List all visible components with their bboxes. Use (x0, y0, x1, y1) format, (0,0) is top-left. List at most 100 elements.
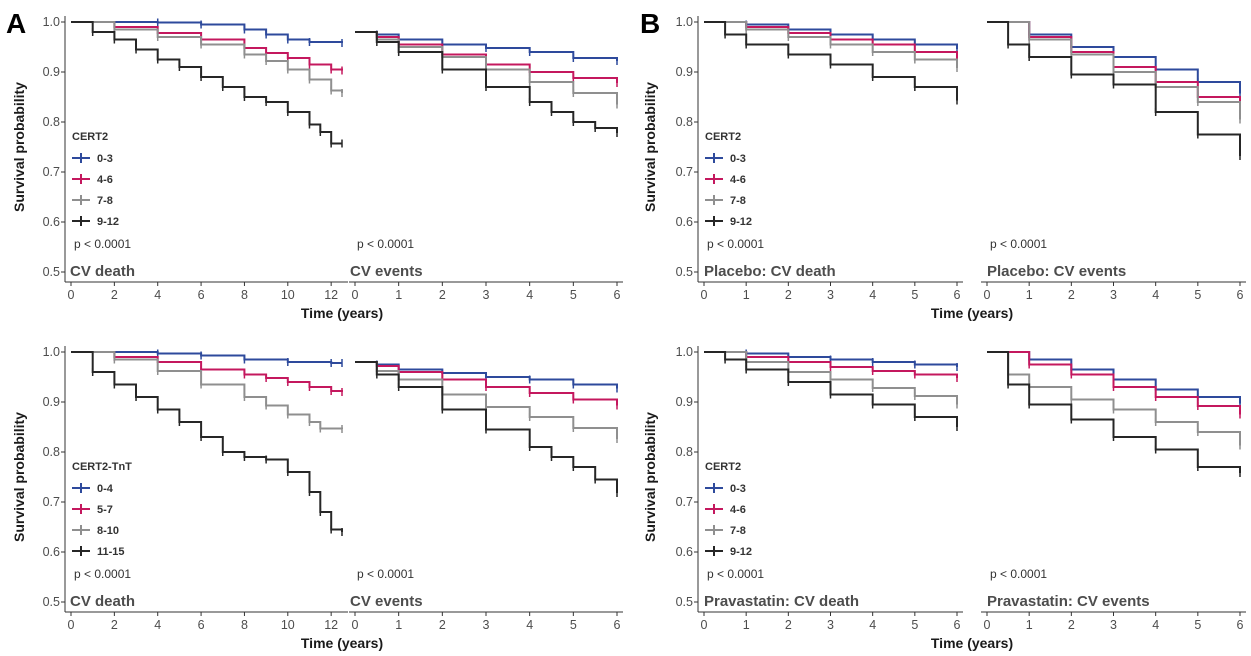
y-tick-label: 1.0 (43, 15, 60, 29)
x-tick-label: 1 (743, 618, 750, 632)
legend-label: 4-6 (730, 504, 746, 516)
y-tick-label: 1.0 (676, 15, 693, 29)
x-tick-label: 4 (1152, 618, 1159, 632)
legend-label: 0-4 (97, 483, 114, 495)
y-tick-label: 0.6 (43, 215, 60, 229)
x-tick-label: 0 (701, 618, 708, 632)
facet-title: CV death (70, 593, 135, 610)
survival-curve-4-6 (71, 21, 343, 71)
y-tick-label: 1.0 (43, 345, 60, 359)
facet-title: Pravastatin: CV death (704, 593, 859, 610)
x-tick-label: 1 (395, 288, 402, 302)
legend-title: CERT2 (705, 461, 741, 473)
x-tick-label: 3 (483, 288, 490, 302)
y-tick-label: 0.5 (676, 595, 693, 609)
facet-title: CV events (350, 593, 423, 610)
x-tick-label: 10 (281, 618, 295, 632)
x-tick-label: 8 (241, 288, 248, 302)
x-tick-label: 5 (1194, 288, 1201, 302)
x-axis-title: Time (years) (301, 305, 383, 321)
y-tick-label: 0.7 (676, 495, 693, 509)
facet-title: Placebo: CV death (704, 263, 836, 280)
p-value-label: p < 0.0001 (74, 567, 131, 581)
y-tick-label: 0.7 (43, 495, 60, 509)
y-tick-label: 0.5 (43, 265, 60, 279)
y-tick-label: 0.9 (43, 395, 60, 409)
y-tick-label: 0.6 (676, 215, 693, 229)
x-tick-label: 2 (1068, 288, 1075, 302)
x-tick-label: 2 (785, 618, 792, 632)
x-tick-label: 1 (1026, 618, 1033, 632)
x-tick-label: 3 (483, 618, 490, 632)
x-tick-label: 0 (352, 288, 359, 302)
y-tick-label: 0.6 (43, 545, 60, 559)
survival-curve-7-8 (71, 21, 343, 93)
p-value-label: p < 0.0001 (990, 237, 1047, 251)
facet-title: Placebo: CV events (987, 263, 1126, 280)
legend-label: 5-7 (97, 504, 113, 516)
x-tick-label: 6 (954, 288, 961, 302)
x-tick-label: 4 (526, 618, 533, 632)
legend-title: CERT2-TnT (72, 461, 132, 473)
x-tick-label: 0 (68, 288, 75, 302)
legend-label: 9-12 (97, 216, 119, 228)
x-tick-label: 2 (1068, 618, 1075, 632)
x-tick-label: 0 (984, 288, 991, 302)
x-tick-label: 6 (198, 618, 205, 632)
y-tick-label: 0.8 (676, 445, 693, 459)
legend-label: 4-6 (97, 174, 113, 186)
x-tick-label: 2 (785, 288, 792, 302)
survival-curve-9-12 (355, 31, 618, 133)
legend-label: 0-3 (730, 483, 746, 495)
panel-letter-a: A (6, 8, 26, 39)
y-axis-title: Survival probability (642, 82, 658, 212)
survival-curve-0-4 (71, 351, 342, 364)
x-tick-label: 4 (1152, 288, 1159, 302)
survival-curve-11-15 (355, 361, 618, 493)
x-tick-label: 2 (439, 288, 446, 302)
legend-label: 7-8 (97, 195, 113, 207)
y-axis-title: Survival probability (642, 412, 658, 542)
x-tick-label: 0 (701, 288, 708, 302)
plot-grid: 0.5 0.6 0.7 0.8 0.9 1.0 Survival probability Ti… (11, 15, 1246, 651)
legend-label: 7-8 (730, 525, 746, 537)
y-tick-label: 0.5 (43, 595, 60, 609)
plot-block-a2: 0.5 0.6 0.7 0.8 0.9 1.0 Survival probability Ti… (11, 345, 623, 651)
facet-title: Pravastatin: CV events (987, 593, 1150, 610)
survival-curve-9-12 (987, 21, 1241, 156)
facet-title: CV death (70, 263, 135, 280)
x-tick-label: 4 (869, 618, 876, 632)
survival-curve-9-12 (704, 351, 958, 427)
p-value-label: p < 0.0001 (707, 237, 764, 251)
legend-label: 0-3 (730, 153, 746, 165)
legend: CERT2-TnT 0-4 5-7 8-10 11-15 (72, 461, 132, 558)
legend-label: 0-3 (97, 153, 113, 165)
y-axis-title: Survival probability (11, 82, 27, 212)
x-tick-label: 2 (111, 618, 118, 632)
y-tick-label: 0.5 (676, 265, 693, 279)
x-tick-label: 1 (1026, 288, 1033, 302)
x-tick-label: 8 (241, 618, 248, 632)
x-tick-label: 0 (984, 618, 991, 632)
x-tick-label: 3 (827, 288, 834, 302)
x-tick-label: 0 (68, 618, 75, 632)
legend-title: CERT2 (72, 131, 108, 143)
x-tick-label: 12 (324, 288, 338, 302)
x-tick-label: 2 (439, 618, 446, 632)
x-tick-label: 10 (281, 288, 295, 302)
x-tick-label: 6 (614, 288, 621, 302)
plot-block-b1: 0.5 0.6 0.7 0.8 0.9 1.0 Survival probability Ti… (642, 15, 1246, 321)
p-value-label: p < 0.0001 (74, 237, 131, 251)
x-tick-label: 3 (1110, 618, 1117, 632)
y-tick-label: 0.8 (43, 445, 60, 459)
p-value-label: p < 0.0001 (707, 567, 764, 581)
legend-label: 8-10 (97, 525, 119, 537)
y-tick-label: 1.0 (676, 345, 693, 359)
y-axis-title: Survival probability (11, 412, 27, 542)
x-tick-label: 6 (954, 618, 961, 632)
plot-block-b2: 0.5 0.6 0.7 0.8 0.9 1.0 Survival probability Ti… (642, 345, 1246, 651)
y-tick-label: 0.6 (676, 545, 693, 559)
p-value-label: p < 0.0001 (357, 567, 414, 581)
x-tick-label: 5 (1194, 618, 1201, 632)
